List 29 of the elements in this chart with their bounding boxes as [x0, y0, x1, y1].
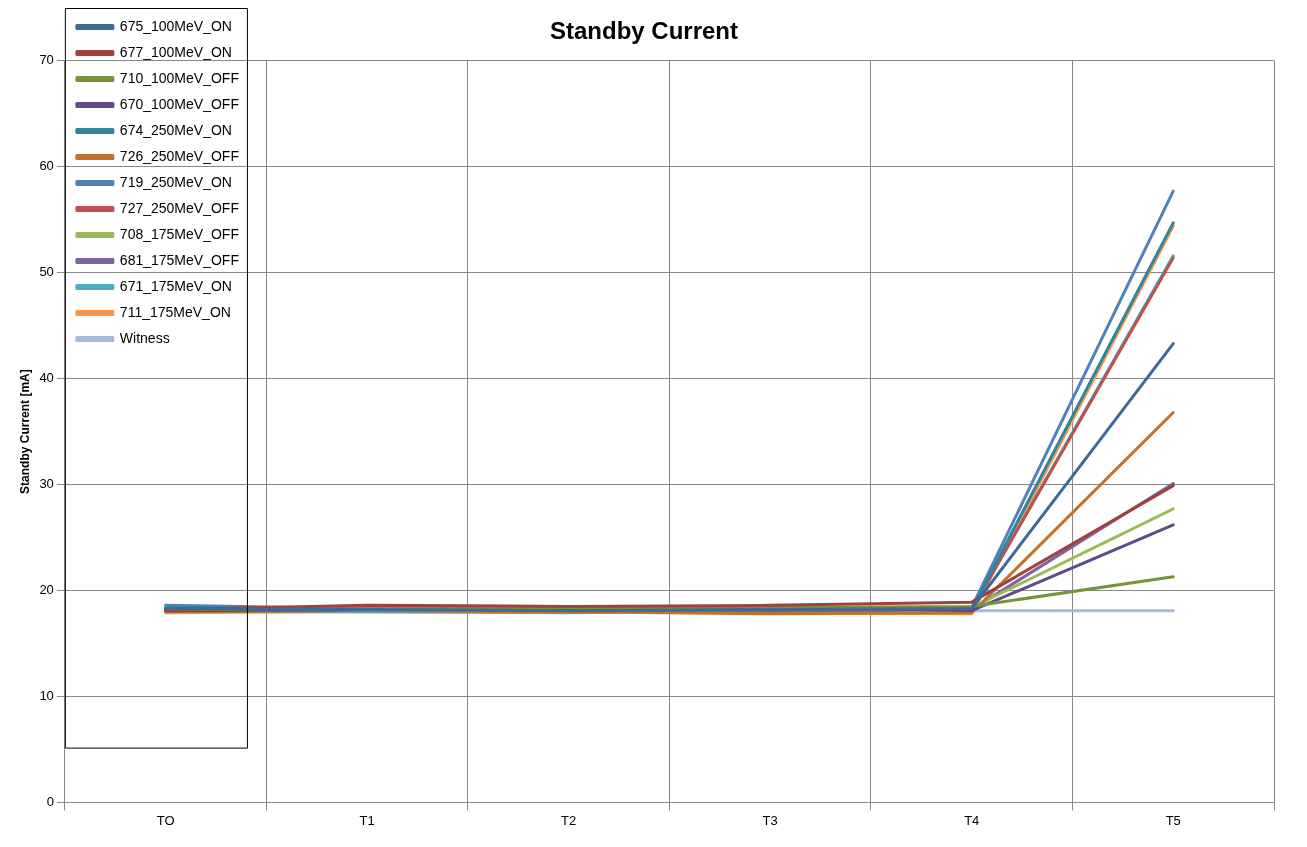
legend-label: 711_175MeV_ON — [119, 303, 231, 320]
x-tick-label: T4 — [964, 812, 980, 828]
legend-label: 675_100MeV_ON — [119, 17, 232, 34]
y-axis-title: Standby Current [mA] — [17, 369, 32, 494]
x-tick-label: T1 — [359, 812, 375, 828]
y-tick-label: 10 — [39, 688, 54, 704]
chart-title: Standby Current — [549, 17, 739, 45]
y-tick-label: 30 — [39, 476, 54, 492]
x-tick-label: T5 — [1165, 812, 1181, 828]
legend-label: 710_100MeV_OFF — [119, 69, 239, 86]
legend-label: 674_250MeV_ON — [119, 121, 232, 138]
y-tick-label: 40 — [39, 370, 54, 386]
legend-label: 708_175MeV_OFF — [119, 225, 239, 242]
legend-label: 681_175MeV_OFF — [119, 251, 239, 268]
legend-label: 726_250MeV_OFF — [119, 147, 239, 164]
y-tick-label: 50 — [39, 264, 54, 280]
legend-label: 727_250MeV_OFF — [119, 199, 239, 216]
y-tick-label: 70 — [39, 52, 54, 68]
x-tick-label: T2 — [561, 812, 577, 828]
legend-label: 677_100MeV_ON — [119, 43, 232, 60]
x-tick-label: TO — [156, 812, 175, 828]
y-tick-label: 0 — [46, 793, 54, 809]
legend-label: 719_250MeV_ON — [119, 173, 232, 190]
y-tick-label: 20 — [39, 582, 54, 598]
y-tick-label: 60 — [39, 158, 54, 174]
legend-label: Witness — [119, 329, 170, 346]
legend-label: 671_175MeV_ON — [119, 277, 232, 294]
x-tick-label: T3 — [762, 812, 778, 828]
legend-label: 670_100MeV_OFF — [119, 95, 239, 112]
